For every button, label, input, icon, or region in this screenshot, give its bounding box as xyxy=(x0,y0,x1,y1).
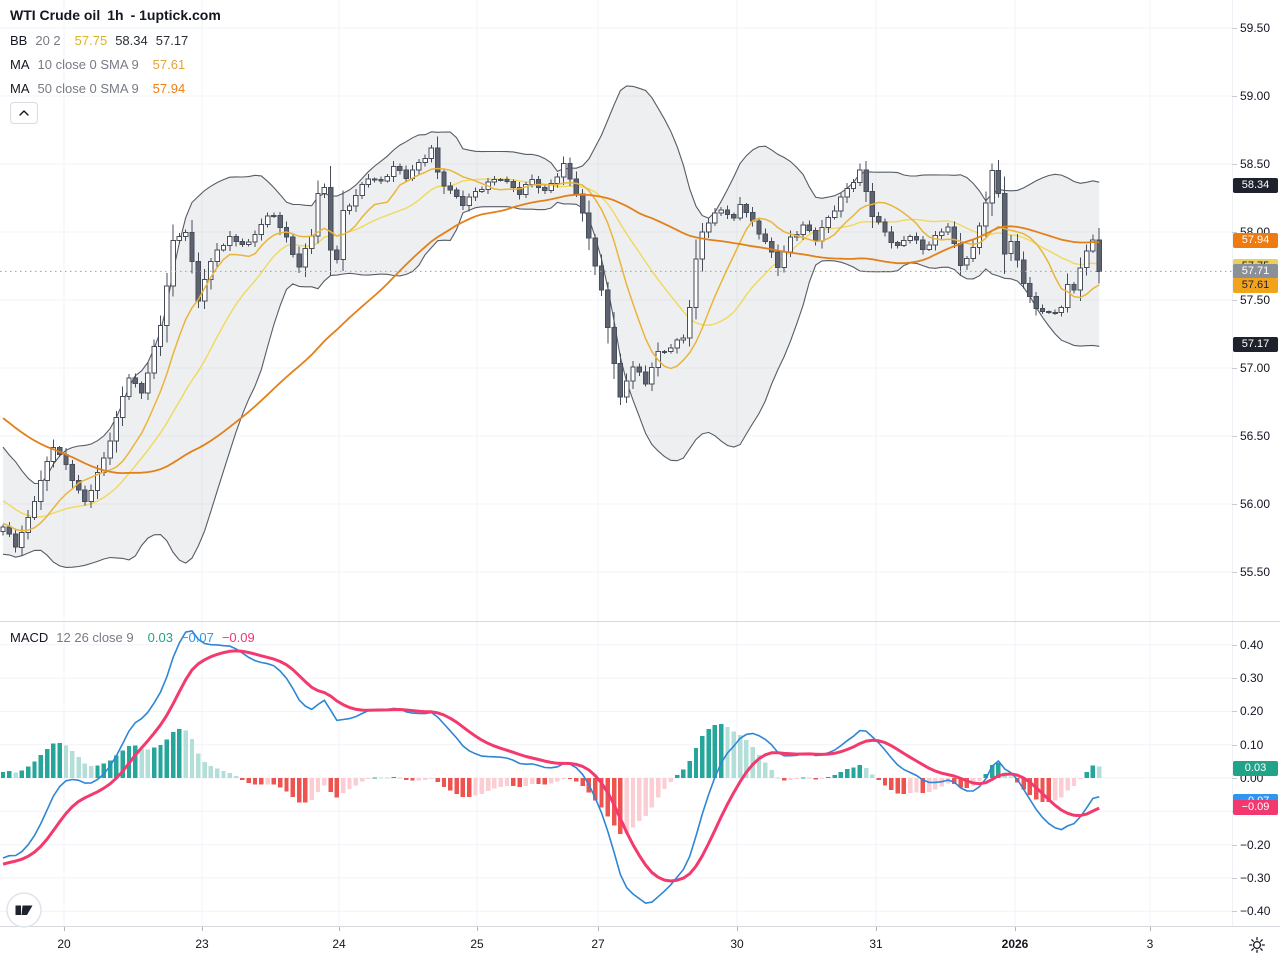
indicator-name: MACD xyxy=(10,630,49,645)
time-tick xyxy=(598,927,599,931)
price-tick xyxy=(1232,572,1237,573)
source-label: - 1uptick.com xyxy=(130,7,221,23)
time-tick xyxy=(1015,927,1016,931)
time-axis-label: 23 xyxy=(195,937,209,951)
chevron-up-icon xyxy=(19,110,29,116)
indicator-name: MA xyxy=(10,57,30,72)
price-tick-label: 56.50 xyxy=(1240,429,1271,443)
macd-tick-label: 0.30 xyxy=(1240,671,1264,685)
bb-lower-badge: 57.17 xyxy=(1233,337,1278,352)
macd-tick xyxy=(1232,845,1237,846)
price-tick xyxy=(1232,232,1237,233)
grid xyxy=(0,0,1232,621)
time-axis-label: 27 xyxy=(591,937,605,951)
indicator-params: 20 2 xyxy=(35,33,61,48)
macd-tick xyxy=(1232,678,1237,679)
time-tick xyxy=(876,927,877,931)
price-tick-label: 56.00 xyxy=(1240,497,1271,511)
tradingview-logo-icon xyxy=(6,892,42,928)
ma10-badge: 57.61 xyxy=(1233,278,1278,293)
macd-tick-label: −0.30 xyxy=(1240,871,1271,885)
moving-averages xyxy=(2,167,1100,532)
indicator-name: MA xyxy=(10,81,30,96)
macd-tick-label: 0.40 xyxy=(1240,638,1264,652)
price-tick xyxy=(1232,436,1237,437)
bollinger-band xyxy=(2,85,1100,568)
gear-icon xyxy=(1249,937,1265,953)
macd-tick-label: −0.20 xyxy=(1240,838,1271,852)
settings-icon[interactable] xyxy=(1247,935,1267,960)
macd-tick xyxy=(1232,911,1237,912)
collapse-indicators-button[interactable] xyxy=(10,102,38,124)
indicator-params: 10 close 0 SMA 9 xyxy=(37,57,139,72)
time-axis-label: 30 xyxy=(730,937,744,951)
time-axis-label: 3 xyxy=(1146,937,1154,951)
symbol-name: WTI Crude oil xyxy=(10,7,101,23)
time-axis-divider xyxy=(0,926,1280,927)
macd-signal-badge: −0.09 xyxy=(1233,800,1278,815)
price-tick-label: 58.50 xyxy=(1240,157,1271,171)
macd-line xyxy=(2,630,1100,905)
macd-signal-value: −0.09 xyxy=(221,630,255,645)
bb-basis-value: 57.75 xyxy=(74,33,108,48)
ma50-value: 57.94 xyxy=(152,81,186,96)
indicator-params: 50 close 0 SMA 9 xyxy=(37,81,139,96)
macd-tick xyxy=(1232,711,1237,712)
time-axis-label: 24 xyxy=(332,937,346,951)
ma50-legend-row[interactable]: MA 50 close 0 SMA 9 57.94 xyxy=(10,81,185,96)
price-axis-divider xyxy=(1232,0,1233,926)
time-axis-label: 31 xyxy=(869,937,883,951)
macd-legend-row[interactable]: MACD 12 26 close 9 0.03 −0.07 −0.09 xyxy=(10,630,255,645)
ma50-badge: 57.94 xyxy=(1233,233,1278,248)
macd-tick-label: −0.40 xyxy=(1240,904,1271,918)
ma10-value: 57.61 xyxy=(152,57,186,72)
time-axis-label: 2026 xyxy=(1001,937,1029,951)
macd-hist-value: 0.03 xyxy=(147,630,173,645)
indicator-params: 12 26 close 9 xyxy=(56,630,134,645)
price-tick-label: 57.00 xyxy=(1240,361,1271,375)
interval-label: 1h xyxy=(107,7,124,23)
bb-lower-value: 57.17 xyxy=(155,33,189,48)
time-tick xyxy=(1150,927,1151,931)
macd-tick xyxy=(1232,878,1237,879)
chart-title: WTI Crude oil 1h - 1uptick.com xyxy=(10,7,221,23)
time-tick xyxy=(339,927,340,931)
time-tick xyxy=(64,927,65,931)
last-price-badge: 57.71 xyxy=(1233,264,1278,279)
indicator-name: BB xyxy=(10,33,28,48)
price-tick-label: 55.50 xyxy=(1240,565,1271,579)
price-tick xyxy=(1232,504,1237,505)
price-pane[interactable] xyxy=(0,0,1232,621)
macd-signal-line xyxy=(2,649,1100,883)
price-tick xyxy=(1232,300,1237,301)
price-tick-label: 59.50 xyxy=(1240,21,1271,35)
bb-upper-badge: 58.34 xyxy=(1233,178,1278,193)
macd-tick-label: 0.20 xyxy=(1240,704,1264,718)
price-tick xyxy=(1232,28,1237,29)
time-tick xyxy=(202,927,203,931)
time-axis-label: 25 xyxy=(470,937,484,951)
macd-tick xyxy=(1232,778,1237,779)
macd-line-value: −0.07 xyxy=(180,630,214,645)
price-tick-label: 59.00 xyxy=(1240,89,1271,103)
price-tick xyxy=(1232,368,1237,369)
bb-upper-value: 58.34 xyxy=(115,33,148,48)
time-tick xyxy=(477,927,478,931)
macd-tick-label: 0.10 xyxy=(1240,738,1264,752)
macd-pane[interactable] xyxy=(0,622,1232,926)
ma10-legend-row[interactable]: MA 10 close 0 SMA 9 57.61 xyxy=(10,57,185,72)
macd-tick xyxy=(1232,745,1237,746)
tradingview-logo[interactable] xyxy=(6,892,42,933)
bb-legend-row[interactable]: BB 20 2 57.75 58.34 57.17 xyxy=(10,33,188,48)
macd-hist-badge: 0.03 xyxy=(1233,761,1278,776)
macd-tick xyxy=(1232,645,1237,646)
price-tick xyxy=(1232,164,1237,165)
time-tick xyxy=(737,927,738,931)
pane-divider[interactable] xyxy=(0,621,1280,622)
time-axis-label: 20 xyxy=(57,937,71,951)
macd-histogram xyxy=(0,724,1102,834)
price-tick-label: 57.50 xyxy=(1240,293,1271,307)
price-tick xyxy=(1232,96,1237,97)
